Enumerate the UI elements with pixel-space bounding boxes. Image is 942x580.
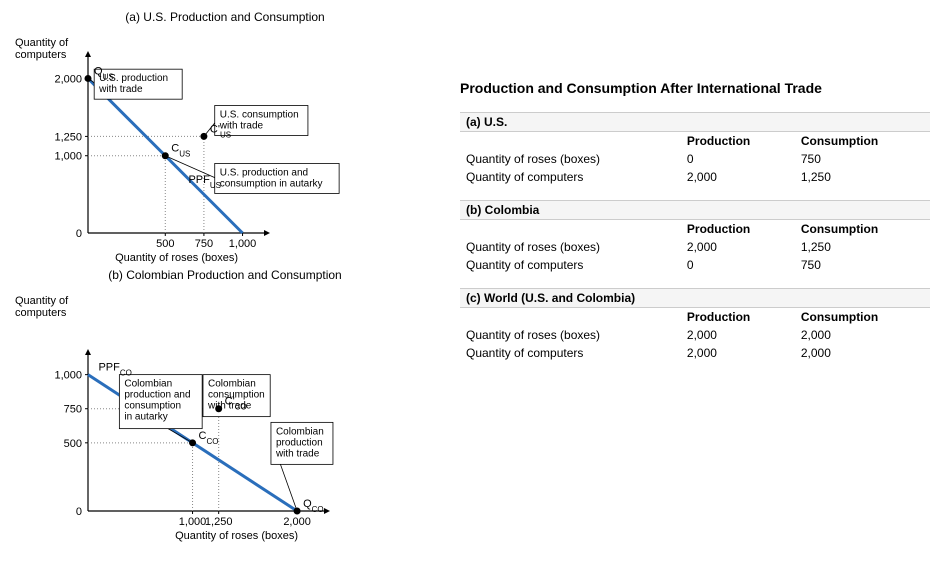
section-title: (b) Colombia [460,201,930,220]
col-production: Production [681,132,795,151]
svg-text:1,250: 1,250 [205,516,233,528]
table-row: Quantity of computers0750 [460,256,930,274]
chart-b-title: (b) Colombian Production and Consumption [10,268,440,282]
chart-a: Quantity ofcomputers 0 1,000 1,250 2,000 500 7… [10,28,440,268]
svg-text:U.S. production andconsumption: U.S. production andconsumption in autark… [220,167,323,189]
col-production: Production [681,308,795,327]
section-title: (a) U.S. [460,113,930,132]
svg-text:Quantity ofcomputers: Quantity ofcomputers [15,37,69,61]
svg-text:CUS: CUS [171,143,190,159]
tables-heading: Production and Consumption After Interna… [460,80,930,96]
svg-text:Colombianproductionwith trade: Colombianproductionwith trade [275,426,324,459]
svg-text:1,000: 1,000 [179,516,207,528]
svg-text:0: 0 [76,506,82,518]
svg-text:1,000: 1,000 [54,370,82,382]
svg-text:1,000: 1,000 [229,238,257,250]
col-consumption: Consumption [795,132,930,151]
svg-text:2,000: 2,000 [283,516,311,528]
svg-text:750: 750 [64,404,82,416]
chart-b: Quantity ofcomputers05007501,0001,0001,2… [10,286,440,546]
page: (a) U.S. Production and Consumption Quan… [0,0,942,580]
table-row: Quantity of roses (boxes)2,0002,000 [460,326,930,344]
data-table: (a) U.S.ProductionConsumptionQuantity of… [460,112,930,376]
svg-text:Quantity of roses (boxes): Quantity of roses (boxes) [115,252,238,264]
svg-text:Quantity ofcomputers: Quantity ofcomputers [15,295,69,319]
svg-text:1,000: 1,000 [54,151,82,163]
svg-text:1,250: 1,250 [54,131,82,143]
svg-text:0: 0 [76,228,82,240]
table-row: Quantity of roses (boxes)0750 [460,150,930,168]
section-title: (c) World (U.S. and Colombia) [460,289,930,308]
col-consumption: Consumption [795,308,930,327]
col-consumption: Consumption [795,220,930,239]
svg-text:750: 750 [195,238,213,250]
svg-text:500: 500 [156,238,174,250]
svg-text:CCO: CCO [199,430,219,446]
svg-text:2,000: 2,000 [54,73,82,85]
col-production: Production [681,220,795,239]
svg-text:500: 500 [64,438,82,450]
tables-panel: Production and Consumption After Interna… [460,80,930,376]
table-row: Quantity of roses (boxes)2,0001,250 [460,238,930,256]
charts-column: (a) U.S. Production and Consumption Quan… [10,10,440,546]
table-row: Quantity of computers2,0001,250 [460,168,930,186]
svg-text:PPFCO: PPFCO [98,362,131,378]
chart-a-title: (a) U.S. Production and Consumption [10,10,440,24]
table-row: Quantity of computers2,0002,000 [460,344,930,362]
svg-text:Quantity of roses (boxes): Quantity of roses (boxes) [175,530,298,542]
